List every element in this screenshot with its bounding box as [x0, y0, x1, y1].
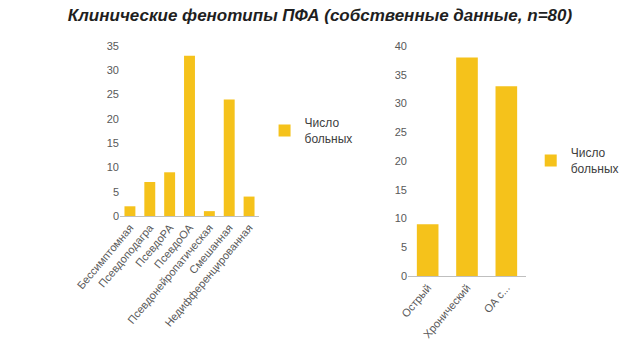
- svg-text:Смешанная: Смешанная: [187, 222, 235, 276]
- svg-text:20: 20: [107, 113, 119, 125]
- svg-text:30: 30: [107, 64, 119, 76]
- svg-text:30: 30: [395, 97, 407, 109]
- svg-text:0: 0: [401, 270, 407, 282]
- svg-text:25: 25: [395, 126, 407, 138]
- svg-text:Числобольных: Числобольных: [305, 116, 353, 146]
- svg-text:Числобольных: Числобольных: [571, 146, 619, 176]
- svg-text:Псевдонейропатическая: Псевдонейропатическая: [125, 222, 215, 326]
- svg-text:ОА с...: ОА с...: [481, 282, 512, 315]
- svg-text:25: 25: [107, 88, 119, 100]
- svg-text:ПсевдоОА: ПсевдоОА: [152, 221, 196, 270]
- svg-text:ПсевдоРА: ПсевдоРА: [133, 221, 176, 269]
- svg-text:Псевдоподагра: Псевдоподагра: [96, 221, 156, 289]
- svg-text:Хронический: Хронический: [421, 282, 473, 340]
- svg-text:5: 5: [401, 241, 407, 253]
- svg-text:Бессимптомная: Бессимптомная: [75, 222, 136, 292]
- svg-text:40: 40: [395, 40, 407, 52]
- svg-text:10: 10: [107, 161, 119, 173]
- html-text:Клинические фенотипы ПФА (собс: Клинические фенотипы ПФА (собственные да…: [67, 6, 573, 25]
- svg-text:20: 20: [395, 155, 407, 167]
- svg-text:35: 35: [395, 69, 407, 81]
- svg-text:5: 5: [113, 186, 119, 198]
- svg-text:0: 0: [113, 210, 119, 222]
- svg-text:35: 35: [107, 40, 119, 52]
- svg-text:10: 10: [395, 212, 407, 224]
- svg-text:15: 15: [107, 137, 119, 149]
- svg-text:Недифференцированная: Недифференцированная: [162, 222, 255, 329]
- svg-text:Острый: Острый: [399, 282, 433, 320]
- svg-text:15: 15: [395, 184, 407, 196]
